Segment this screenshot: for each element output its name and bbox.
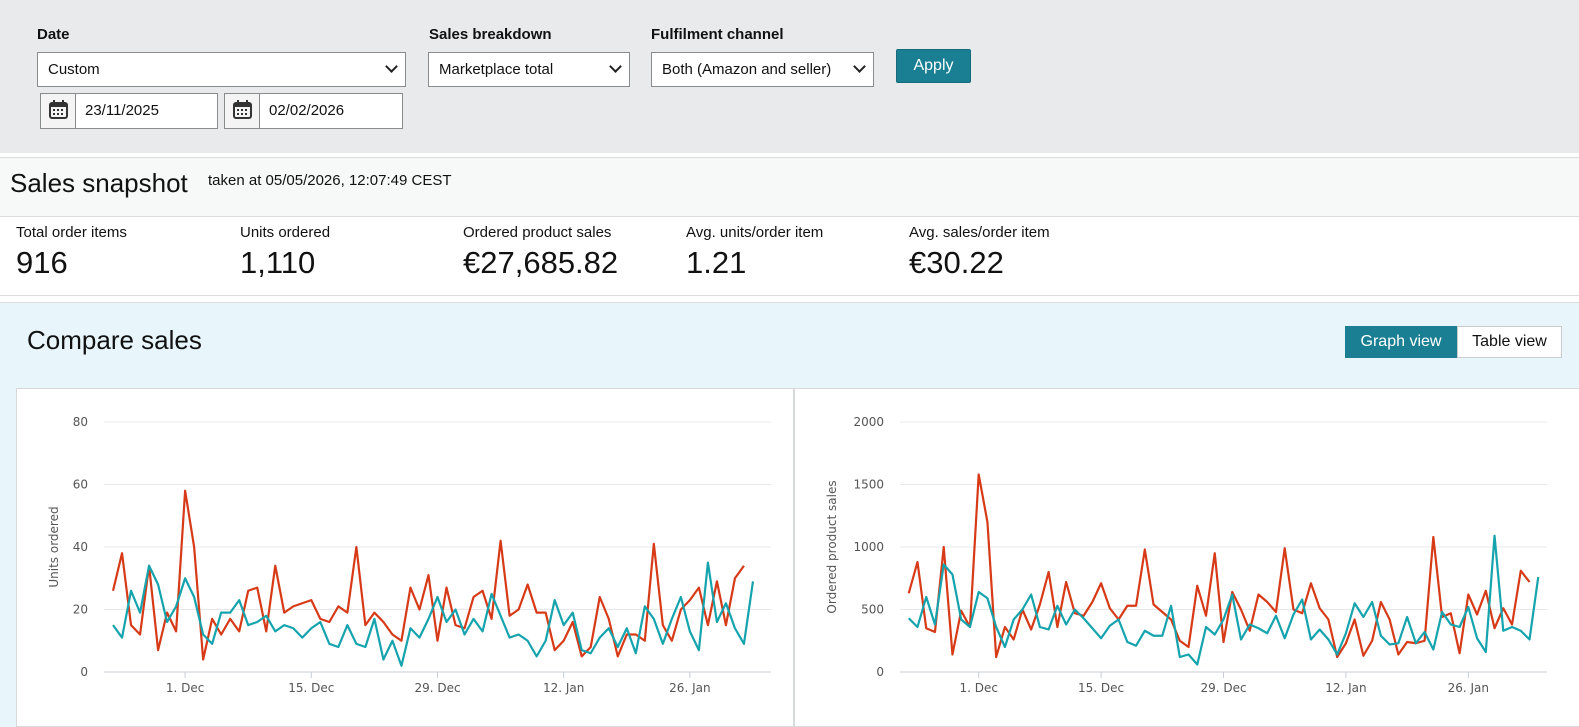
metric-label: Total order items bbox=[16, 224, 127, 241]
x-tick-label: 29. Dec bbox=[1200, 681, 1246, 695]
series-line-1 bbox=[111, 489, 745, 661]
metric-label: Ordered product sales bbox=[463, 224, 612, 241]
y-tick-label: 60 bbox=[73, 478, 88, 492]
metric-value: €30.22 bbox=[909, 245, 1004, 280]
series-line-1 bbox=[907, 473, 1531, 659]
sales-breakdown-label: Sales breakdown bbox=[429, 26, 552, 43]
graph-view-button[interactable]: Graph view bbox=[1345, 326, 1457, 358]
filters-bar: Date Custom 23/11/2025 02/02 bbox=[0, 0, 1579, 153]
end-date-value: 02/02/2026 bbox=[269, 102, 345, 119]
metric-total-order-items: Total order items 916 bbox=[16, 224, 127, 281]
metric-value: 1,110 bbox=[240, 245, 316, 280]
apply-button[interactable]: Apply bbox=[896, 49, 971, 83]
start-date-value: 23/11/2025 bbox=[85, 102, 159, 119]
table-view-button[interactable]: Table view bbox=[1457, 326, 1562, 358]
metric-value: 1.21 bbox=[686, 245, 747, 280]
snapshot-timestamp: taken at 05/05/2026, 12:07:49 CEST bbox=[208, 172, 452, 189]
series-line-2 bbox=[112, 561, 755, 667]
units-ordered-chart: 0 20 40 60 80 1. Dec 15. Dec 29. Dec 12. Jan 26. … bbox=[47, 415, 771, 695]
y-tick-label: 0 bbox=[80, 665, 88, 679]
y-tick-label: 500 bbox=[861, 603, 884, 617]
y-tick-label: 1500 bbox=[853, 478, 884, 492]
metric-label: Units ordered bbox=[240, 224, 331, 241]
x-tick-label: 29. Dec bbox=[414, 681, 460, 695]
compare-sales-title: Compare sales bbox=[27, 325, 202, 355]
date-label: Date bbox=[37, 26, 70, 43]
metric-units-ordered: Units ordered 1,110 bbox=[240, 224, 330, 281]
x-tick-label: 1. Dec bbox=[166, 681, 204, 695]
x-tick-label: 26. Jan bbox=[1448, 681, 1489, 695]
x-tick-label: 12. Jan bbox=[1325, 681, 1366, 695]
y-tick-label: 20 bbox=[73, 603, 88, 617]
y-tick-label: 1000 bbox=[853, 540, 884, 554]
fulfilment-channel-label: Fulfilment channel bbox=[651, 26, 784, 43]
metric-value: €27,685.82 bbox=[463, 245, 619, 280]
x-tick-label: 12. Jan bbox=[543, 681, 584, 695]
y-axis-label: Ordered product sales bbox=[825, 480, 839, 613]
ordered-product-sales-chart: 0 500 1000 1500 2000 1. Dec 15. Dec 29. Dec 12. … bbox=[825, 415, 1547, 695]
metric-avg-sales-order-item: Avg. sales/order item €30.22 bbox=[909, 224, 1050, 281]
sales-breakdown-select[interactable]: Marketplace total bbox=[428, 52, 630, 87]
end-date-field[interactable]: 02/02/2026 bbox=[224, 93, 403, 129]
sales-breakdown-value: Marketplace total bbox=[439, 61, 554, 78]
y-tick-label: 0 bbox=[876, 665, 884, 679]
y-tick-label: 80 bbox=[73, 415, 88, 429]
date-range-select[interactable]: Custom bbox=[37, 52, 406, 87]
y-axis-label: Units ordered bbox=[47, 506, 61, 587]
start-date-field[interactable]: 23/11/2025 bbox=[40, 93, 218, 129]
series-line-2 bbox=[907, 534, 1540, 666]
y-tick-label: 2000 bbox=[853, 415, 884, 429]
calendar-icon[interactable] bbox=[225, 94, 260, 128]
chevron-down-icon bbox=[853, 60, 866, 73]
metric-value: 916 bbox=[16, 245, 68, 280]
x-tick-label: 1. Dec bbox=[959, 681, 997, 695]
chevron-down-icon bbox=[385, 60, 398, 73]
fulfilment-channel-value: Both (Amazon and seller) bbox=[662, 61, 832, 78]
x-tick-label: 15. Dec bbox=[1078, 681, 1124, 695]
date-range-value: Custom bbox=[48, 61, 100, 78]
metric-label: Avg. units/order item bbox=[686, 224, 824, 241]
ordered-product-sales-chart-panel: 0 500 1000 1500 2000 1. Dec 15. Dec 29. Dec 12. … bbox=[794, 388, 1579, 727]
units-ordered-chart-panel: 0 20 40 60 80 1. Dec 15. Dec 29. Dec 12. Jan 26. … bbox=[16, 388, 794, 727]
y-tick-label: 40 bbox=[73, 540, 88, 554]
metric-ordered-product-sales: Ordered product sales €27,685.82 bbox=[463, 224, 618, 281]
metric-label: Avg. sales/order item bbox=[909, 224, 1050, 241]
sales-snapshot-header: Sales snapshot taken at 05/05/2026, 12:0… bbox=[0, 157, 1579, 217]
calendar-icon[interactable] bbox=[41, 94, 76, 128]
snapshot-metrics: Total order items 916 Units ordered 1,11… bbox=[0, 218, 1579, 296]
fulfilment-channel-select[interactable]: Both (Amazon and seller) bbox=[651, 52, 874, 87]
x-tick-label: 15. Dec bbox=[288, 681, 334, 695]
sales-snapshot-title: Sales snapshot bbox=[10, 168, 188, 198]
x-tick-label: 26. Jan bbox=[669, 681, 710, 695]
metric-avg-units-order-item: Avg. units/order item 1.21 bbox=[686, 224, 823, 281]
chevron-down-icon bbox=[609, 60, 622, 73]
